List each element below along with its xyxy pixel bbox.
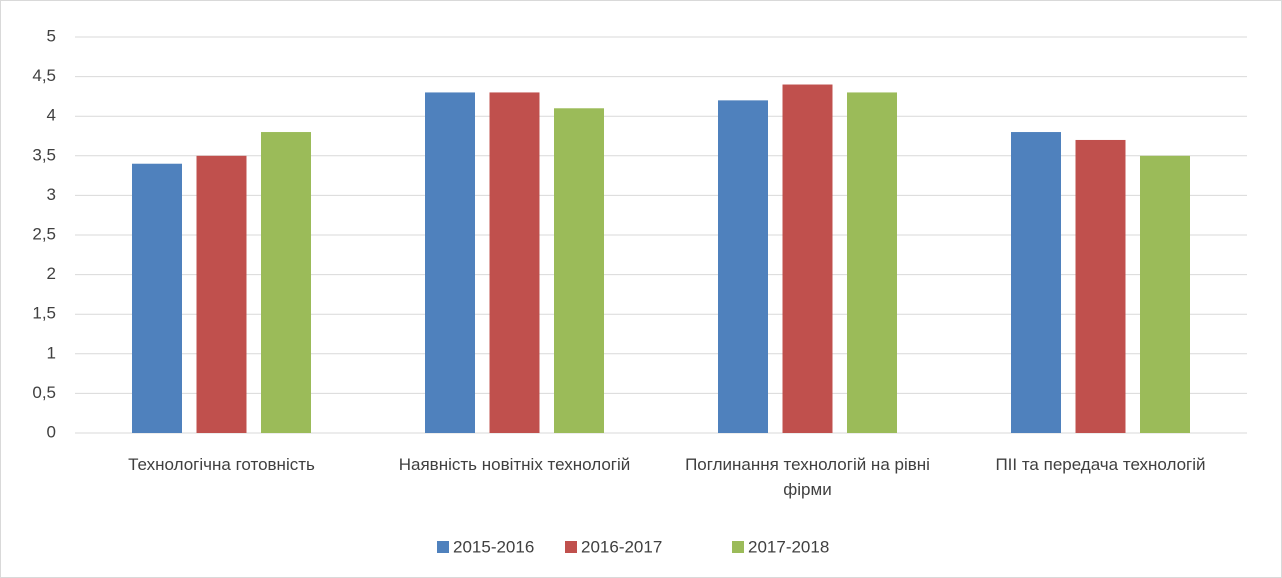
- bar: [554, 108, 604, 433]
- bar: [132, 163, 182, 433]
- y-tick-label: 0,5: [32, 383, 56, 402]
- legend-label: 2016-2017: [581, 537, 662, 556]
- legend-swatch: [437, 541, 449, 553]
- bar: [782, 84, 833, 434]
- bar: [425, 92, 475, 433]
- legend-swatch: [565, 541, 577, 553]
- bar: [1075, 139, 1126, 433]
- bar: [1011, 132, 1061, 434]
- bar: [718, 100, 768, 434]
- x-tick-label: Поглинання технологій на рівні фірми: [685, 455, 930, 499]
- y-tick-label: 5: [47, 26, 56, 45]
- y-tick-label: 2: [47, 264, 56, 283]
- bar: [847, 92, 897, 433]
- x-tick-label: Технологічна готовність: [128, 455, 315, 474]
- y-tick-label: 3,5: [32, 145, 56, 164]
- legend-swatch: [732, 541, 744, 553]
- x-tick-label: Наявність новітніх технологій: [398, 455, 631, 474]
- bar: [261, 132, 311, 434]
- bar: [196, 155, 247, 434]
- y-tick-label: 4: [47, 106, 56, 125]
- x-tick-label: ПІІ та передача технологій: [995, 455, 1206, 474]
- bar: [1140, 155, 1190, 434]
- y-tick-label: 3: [47, 185, 56, 204]
- legend-label: 2015-2016: [453, 537, 534, 556]
- y-tick-label: 1: [47, 343, 56, 362]
- y-tick-label: 4,5: [32, 66, 56, 85]
- legend-label: 2017-2018: [748, 537, 829, 556]
- y-tick-label: 2,5: [32, 224, 56, 243]
- y-tick-label: 0: [47, 422, 56, 441]
- y-tick-label: 1,5: [32, 304, 56, 323]
- bar: [489, 92, 540, 433]
